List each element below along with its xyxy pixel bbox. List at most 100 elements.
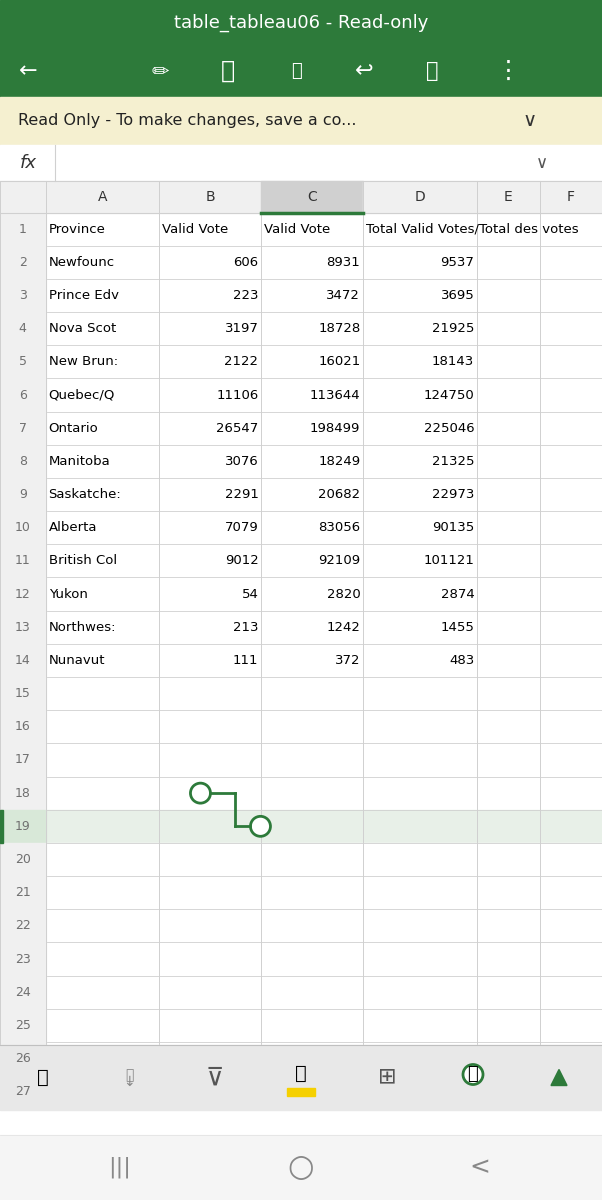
Text: Read Only - To make changes, save a co...: Read Only - To make changes, save a co..… [18, 114, 356, 128]
Text: Yukon: Yukon [49, 588, 87, 600]
Bar [0, 545, 46, 577]
Bar [0, 842, 602, 876]
Bar [0, 278, 602, 312]
Text: 17: 17 [15, 754, 31, 767]
Text: 21325: 21325 [432, 455, 474, 468]
Text: ⋮: ⋮ [495, 59, 521, 83]
Text: 16021: 16021 [318, 355, 361, 368]
Text: 22: 22 [15, 919, 31, 932]
Text: 372: 372 [335, 654, 361, 667]
Text: Valid Vote: Valid Vote [264, 223, 330, 235]
Bar [0, 910, 602, 942]
Text: ←: ← [19, 61, 37, 80]
Bar [0, 976, 602, 1009]
Text: ∨: ∨ [523, 112, 537, 131]
Text: 225046: 225046 [424, 421, 474, 434]
Bar [0, 312, 602, 346]
Text: 2122: 2122 [225, 355, 258, 368]
Bar [0, 445, 46, 478]
Text: Nova Scot: Nova Scot [49, 322, 116, 335]
Bar [0, 842, 46, 876]
Circle shape [463, 1064, 483, 1085]
Text: 20: 20 [15, 853, 31, 866]
Text: 3695: 3695 [441, 289, 474, 302]
Text: 9537: 9537 [441, 256, 474, 269]
Bar [0, 743, 602, 776]
Text: 198499: 198499 [310, 421, 361, 434]
Text: fx: fx [19, 154, 37, 172]
Text: 24: 24 [15, 985, 31, 998]
Text: Manitoba: Manitoba [49, 455, 110, 468]
Text: 606: 606 [234, 256, 258, 269]
Text: 101121: 101121 [423, 554, 474, 568]
Bar [0, 710, 602, 743]
Text: 18143: 18143 [432, 355, 474, 368]
Text: 113644: 113644 [310, 389, 361, 402]
Bar [0, 743, 46, 776]
Bar [0, 445, 602, 478]
Text: 8: 8 [19, 455, 26, 468]
Text: 9012: 9012 [225, 554, 258, 568]
Text: Quebec/Q: Quebec/Q [49, 389, 115, 402]
Text: 10: 10 [15, 521, 31, 534]
Text: ✏: ✏ [151, 61, 169, 80]
Text: 2874: 2874 [441, 588, 474, 600]
Text: A: A [98, 190, 107, 204]
Bar [477, 181, 539, 212]
Text: 25: 25 [15, 1019, 31, 1032]
Text: 💡: 💡 [468, 1066, 479, 1084]
Circle shape [250, 816, 270, 836]
Text: 90135: 90135 [432, 521, 474, 534]
Text: ⊽: ⊽ [206, 1066, 224, 1090]
Bar [0, 810, 3, 842]
Bar [0, 1009, 46, 1042]
Text: Newfounc: Newfounc [49, 256, 115, 269]
Text: 1455: 1455 [441, 620, 474, 634]
Text: 8931: 8931 [327, 256, 361, 269]
Text: 111: 111 [233, 654, 258, 667]
Text: Ontario: Ontario [49, 421, 98, 434]
Bar [0, 644, 46, 677]
Text: Saskatche:: Saskatche: [49, 488, 122, 502]
Text: Northwes:: Northwes: [49, 620, 116, 634]
Text: ↓: ↓ [123, 1074, 135, 1088]
Text: 6: 6 [19, 389, 26, 402]
Bar [287, 1087, 315, 1096]
Bar [0, 278, 46, 312]
Text: ⌕: ⌕ [221, 59, 235, 83]
Bar [0, 577, 602, 611]
Bar [0, 942, 602, 976]
Text: 7: 7 [19, 421, 26, 434]
Bar [0, 511, 602, 545]
Text: 11: 11 [15, 554, 31, 568]
Text: 15: 15 [15, 688, 31, 700]
Text: 2: 2 [19, 256, 26, 269]
Bar [0, 378, 602, 412]
Text: 16: 16 [15, 720, 31, 733]
Text: 🖥: 🖥 [37, 1068, 49, 1087]
Text: Province: Province [49, 223, 105, 235]
Bar [0, 378, 46, 412]
Text: 3472: 3472 [326, 289, 361, 302]
Text: 213: 213 [233, 620, 258, 634]
Text: <: < [470, 1156, 491, 1180]
Bar [0, 677, 46, 710]
Bar [0, 246, 46, 278]
Text: ↩: ↩ [355, 61, 373, 80]
Bar [0, 511, 46, 545]
Text: 23: 23 [15, 953, 31, 966]
Text: 7079: 7079 [225, 521, 258, 534]
Bar [0, 710, 46, 743]
Text: 18728: 18728 [318, 322, 361, 335]
Bar [0, 412, 46, 445]
Text: 11106: 11106 [216, 389, 258, 402]
Text: 3: 3 [19, 289, 26, 302]
Text: F: F [567, 190, 575, 204]
Text: E: E [504, 190, 513, 204]
Bar [0, 478, 46, 511]
Text: 13: 13 [15, 620, 31, 634]
Text: 54: 54 [241, 588, 258, 600]
Bar [0, 577, 46, 611]
Bar [0, 181, 46, 212]
Bar [0, 1042, 602, 1075]
